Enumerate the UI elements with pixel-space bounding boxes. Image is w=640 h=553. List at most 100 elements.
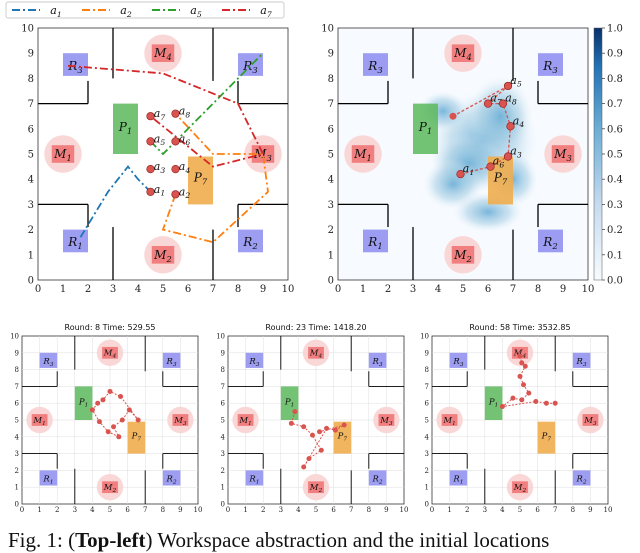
- agent-marker: [111, 424, 117, 430]
- region-label: R3: [248, 356, 259, 368]
- agent-marker: [107, 388, 113, 394]
- agent-marker: [521, 382, 527, 388]
- agent-marker: [526, 390, 532, 396]
- region-label: R1: [42, 474, 53, 486]
- x-tick-label: 1: [447, 506, 451, 514]
- region-label: R1: [67, 235, 82, 251]
- agent-marker: [456, 170, 465, 179]
- region-label: P1: [284, 397, 294, 409]
- agent-marker: [119, 417, 125, 423]
- x-tick-label: 4: [135, 284, 141, 295]
- x-tick-label: 7: [349, 506, 353, 514]
- agent-marker: [292, 409, 298, 415]
- region-label: R2: [242, 235, 257, 251]
- x-tick-label: 8: [161, 506, 165, 514]
- region-label: M2: [453, 248, 472, 264]
- x-tick-label: 7: [510, 284, 516, 295]
- x-tick-label: 4: [435, 284, 441, 295]
- colorbar-tick-label: 0.4: [607, 175, 623, 186]
- y-tick-label: 1: [425, 484, 429, 492]
- trajectory-a7: [67, 64, 265, 168]
- agent-label: a7: [154, 107, 166, 122]
- y-tick-label: 0: [425, 501, 429, 509]
- x-tick-label: 4: [90, 506, 95, 514]
- y-tick-label: 5: [221, 417, 225, 425]
- region-label: R3: [576, 356, 587, 368]
- region-label: R3: [367, 59, 382, 75]
- agent-marker: [517, 373, 523, 379]
- y-tick-label: 0: [15, 501, 19, 509]
- agent-marker: [517, 353, 523, 359]
- region-label: R3: [42, 356, 53, 368]
- region-R3: [363, 53, 388, 76]
- region-P7: [333, 421, 352, 454]
- agent-marker: [126, 407, 132, 413]
- region-M3: [582, 414, 599, 426]
- region-label: R3: [542, 59, 557, 75]
- y-tick-label: 1: [15, 484, 19, 492]
- y-tick-label: 3: [15, 450, 19, 458]
- region-M4: [512, 346, 528, 359]
- x-tick-label: 8: [367, 506, 371, 514]
- agent-marker: [146, 137, 155, 146]
- legend-label: a1: [50, 4, 61, 19]
- legend-label: a7: [260, 4, 272, 19]
- y-tick-label: 7: [425, 383, 429, 391]
- agent-marker: [318, 447, 324, 453]
- region-label: M2: [513, 482, 527, 494]
- x-tick-label: 0: [226, 506, 230, 514]
- region-label: R3: [242, 59, 257, 75]
- agent-marker: [146, 165, 155, 174]
- x-tick-label: 7: [143, 506, 147, 514]
- agent-marker: [317, 429, 323, 435]
- region-label: R2: [542, 235, 557, 251]
- x-tick-label: 6: [125, 506, 130, 514]
- x-tick-label: 2: [85, 284, 91, 295]
- region-label: R1: [367, 235, 382, 251]
- round-panel-1: Round: 8 Time: 529.55 M1 M2 M3 M4 R1 R2 R3 R3 P1 P…: [10, 323, 202, 514]
- region-label: M3: [173, 415, 187, 427]
- x-tick-label: 10: [194, 506, 203, 514]
- agent-marker: [483, 99, 493, 108]
- subplot-title: Round: 23 Time: 1418.20: [265, 323, 366, 332]
- x-tick-label: 9: [588, 506, 592, 514]
- region-label: M1: [353, 147, 372, 163]
- agent-label: a8: [505, 92, 517, 107]
- colorbar-tick-label: 0.0: [607, 276, 623, 287]
- agent-marker: [301, 424, 307, 430]
- y-tick-label: 4: [221, 433, 226, 441]
- y-tick-label: 6: [328, 124, 334, 135]
- agent-marker: [146, 187, 155, 196]
- region-label: M4: [453, 46, 472, 62]
- agent-marker: [135, 417, 141, 423]
- region-label: M4: [513, 348, 527, 360]
- x-tick-label: 8: [571, 506, 575, 514]
- region-M2: [451, 245, 475, 264]
- region-R2: [538, 229, 563, 253]
- agent-marker: [301, 464, 307, 470]
- legend-label: a2: [120, 4, 132, 19]
- y-tick-label: 2: [28, 225, 34, 236]
- colorbar-bar: [593, 27, 603, 281]
- region-R2: [238, 229, 263, 253]
- region-label: R3: [166, 356, 177, 368]
- region-M1: [441, 414, 458, 426]
- y-tick-label: 10: [10, 333, 19, 341]
- y-tick-label: 10: [216, 333, 225, 341]
- region-label: M1: [32, 415, 45, 427]
- trajectory-a1: [79, 165, 152, 238]
- y-tick-label: 0: [221, 501, 225, 509]
- agent-marker: [486, 162, 495, 171]
- region-label: P7: [541, 430, 552, 442]
- region-label: M2: [153, 248, 172, 264]
- agent-marker: [95, 400, 101, 406]
- y-tick-label: 4: [425, 433, 430, 441]
- x-tick-label: 2: [385, 284, 391, 295]
- agent-marker: [171, 137, 180, 146]
- region-label: P1: [78, 397, 88, 409]
- region-R3: [572, 352, 591, 368]
- colorbar: 0.0 0.1 0.2 0.3 0.4 0.5 0.6 0.7 0.8 0.9 1.0: [593, 24, 623, 287]
- region-M3: [251, 145, 275, 163]
